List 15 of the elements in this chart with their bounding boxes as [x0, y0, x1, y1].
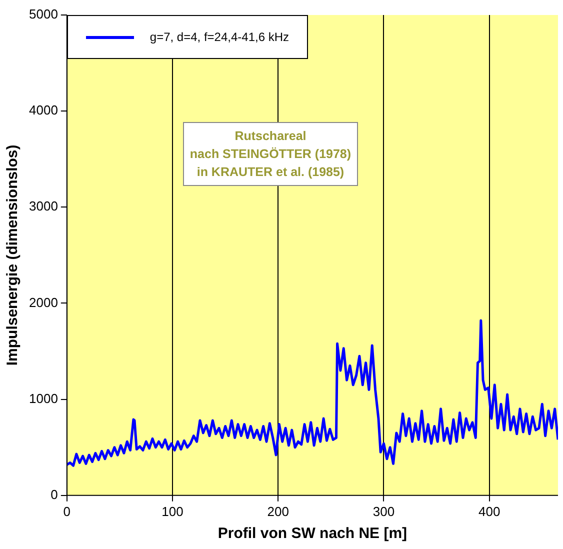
legend-label: g=7, d=4, f=24,4-41,6 kHz	[150, 30, 290, 44]
x-tick-label: 100	[162, 504, 184, 519]
x-axis-title: Profil von SW nach NE [m]	[218, 525, 408, 542]
y-tick-label: 3000	[29, 198, 58, 214]
y-tick-label: 4000	[29, 102, 58, 118]
x-tick-label: 200	[267, 504, 289, 519]
annotation: Rutschareal nach STEINGÖTTER (1978) in KRAUTER et al. (1985)	[182, 122, 358, 186]
y-tick-label: 1000	[29, 390, 58, 406]
y-tick-label: 2000	[29, 294, 58, 310]
x-tick-label: 0	[63, 504, 71, 519]
y-tick-label: 5000	[29, 6, 58, 22]
y-tick-label: 0	[50, 486, 58, 502]
y-axis-title: Impulsenergie (dimensionslos)	[4, 144, 22, 366]
x-tick-label: 300	[372, 504, 395, 519]
x-tick-label: 400	[478, 504, 500, 519]
